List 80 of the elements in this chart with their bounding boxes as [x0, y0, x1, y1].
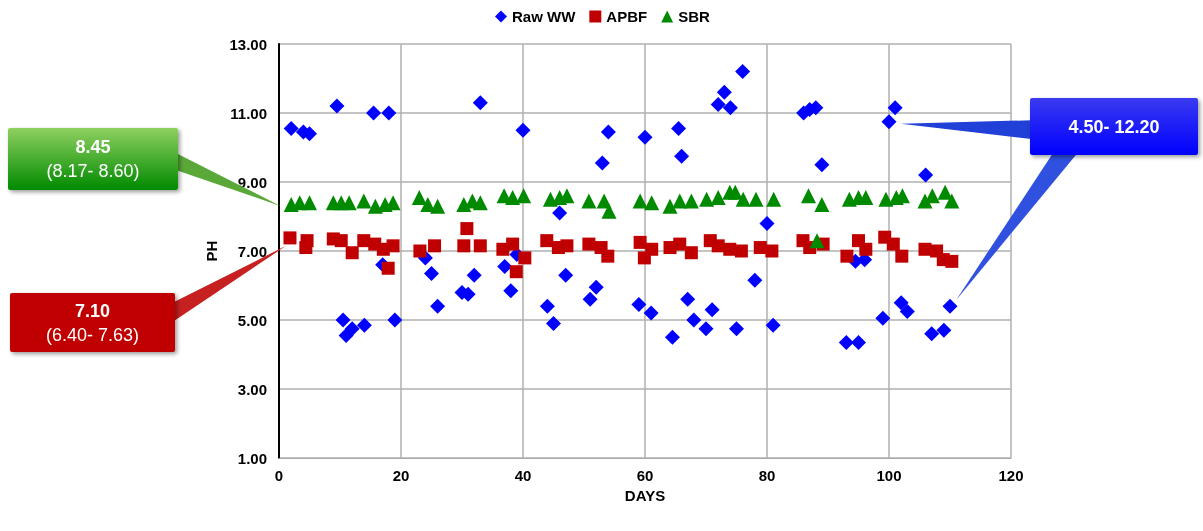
y-tick-label: 11.00: [230, 104, 267, 122]
point: [560, 239, 574, 253]
y-tick-label: 9.00: [237, 173, 267, 191]
legend-label: SBR: [678, 8, 710, 25]
point: [428, 239, 442, 253]
point: [457, 239, 471, 253]
point: [601, 203, 617, 219]
point: [800, 188, 816, 204]
point: [302, 195, 317, 211]
y-tick-label: 1.00: [237, 449, 267, 467]
y-axis-title: PH: [202, 240, 220, 262]
text: 7.10: [73, 299, 111, 323]
point: [809, 233, 825, 249]
point: [734, 244, 748, 258]
point: [723, 242, 737, 256]
point: [505, 190, 521, 206]
x-tick-label: 120: [998, 467, 1024, 484]
point: [937, 184, 953, 200]
x-axis-title: DAYS: [624, 487, 666, 504]
point: [356, 193, 372, 209]
point: [895, 249, 909, 263]
point: [506, 237, 520, 251]
point: [411, 190, 427, 206]
point: [662, 198, 678, 214]
point: [683, 193, 699, 209]
point: [644, 195, 660, 211]
point: [341, 195, 357, 211]
point: [283, 231, 297, 245]
text: 4.50- 12.20: [1067, 115, 1161, 139]
point: [420, 196, 436, 212]
legend-label: Raw WW: [512, 8, 577, 25]
point: [727, 184, 743, 200]
x-tick-label: 80: [758, 467, 776, 484]
point: [460, 222, 474, 236]
point: [886, 237, 900, 251]
text: (8.17- 8.60): [45, 160, 141, 183]
point: [645, 242, 659, 256]
legend-label: APBF: [606, 8, 648, 25]
point: [516, 188, 532, 204]
point: [944, 193, 960, 209]
point: [632, 193, 648, 209]
point: [765, 244, 779, 258]
point: [673, 237, 687, 251]
point: [430, 198, 446, 214]
y-tick-label: 7.00: [237, 242, 267, 260]
point: [699, 191, 715, 207]
y-tick-label: 3.00: [237, 380, 267, 398]
point: [710, 190, 726, 206]
point: [472, 195, 488, 211]
point: [581, 193, 597, 209]
y-tick-label: 13.00: [229, 35, 267, 53]
point: [814, 196, 830, 212]
point: [582, 237, 596, 251]
x-tick-label: 20: [392, 467, 410, 484]
x-tick-label: 60: [636, 467, 654, 484]
point: [918, 242, 932, 256]
point: [766, 191, 782, 207]
point: [473, 239, 487, 253]
text: 8.45: [74, 136, 112, 159]
point: [367, 198, 383, 214]
point: [633, 235, 647, 249]
point: [456, 196, 472, 212]
point: [601, 249, 615, 263]
text: (6.40- 7.63): [44, 323, 141, 347]
point: [345, 246, 359, 260]
y-tick-label: 5.00: [237, 311, 267, 329]
point: [540, 234, 554, 248]
point: [859, 242, 873, 256]
x-tick-label: 100: [876, 467, 902, 484]
x-tick-label: 40: [514, 467, 532, 484]
point: [735, 191, 751, 207]
point: [748, 191, 764, 207]
point: [945, 254, 959, 268]
point: [878, 191, 894, 207]
point: [684, 246, 698, 260]
x-tick-label: 0: [274, 467, 284, 484]
point: [299, 241, 313, 255]
point: [509, 265, 523, 279]
point: [334, 234, 348, 248]
point: [386, 239, 400, 253]
